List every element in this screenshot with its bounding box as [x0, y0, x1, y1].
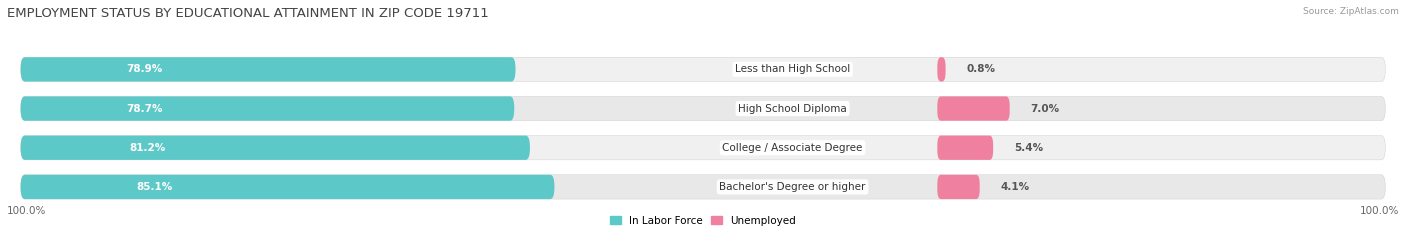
Text: 7.0%: 7.0% [1031, 103, 1060, 113]
Text: College / Associate Degree: College / Associate Degree [723, 143, 863, 153]
FancyBboxPatch shape [938, 175, 980, 199]
FancyBboxPatch shape [21, 175, 554, 199]
Text: Bachelor's Degree or higher: Bachelor's Degree or higher [720, 182, 866, 192]
FancyBboxPatch shape [21, 96, 515, 121]
Text: Less than High School: Less than High School [735, 64, 851, 74]
Text: 78.7%: 78.7% [125, 103, 162, 113]
Text: 85.1%: 85.1% [136, 182, 173, 192]
Text: 81.2%: 81.2% [129, 143, 166, 153]
FancyBboxPatch shape [21, 57, 1385, 82]
Text: 100.0%: 100.0% [7, 206, 46, 216]
FancyBboxPatch shape [21, 136, 530, 160]
Text: Source: ZipAtlas.com: Source: ZipAtlas.com [1303, 7, 1399, 16]
FancyBboxPatch shape [21, 175, 1385, 199]
Text: 5.4%: 5.4% [1014, 143, 1043, 153]
FancyBboxPatch shape [938, 57, 946, 82]
Text: 78.9%: 78.9% [127, 64, 163, 74]
FancyBboxPatch shape [21, 136, 1385, 160]
FancyBboxPatch shape [21, 57, 516, 82]
Text: High School Diploma: High School Diploma [738, 103, 846, 113]
Text: EMPLOYMENT STATUS BY EDUCATIONAL ATTAINMENT IN ZIP CODE 19711: EMPLOYMENT STATUS BY EDUCATIONAL ATTAINM… [7, 7, 489, 20]
Text: 100.0%: 100.0% [1360, 206, 1399, 216]
Text: 0.8%: 0.8% [966, 64, 995, 74]
FancyBboxPatch shape [938, 96, 1010, 121]
FancyBboxPatch shape [938, 136, 993, 160]
Legend: In Labor Force, Unemployed: In Labor Force, Unemployed [606, 212, 800, 230]
Text: 4.1%: 4.1% [1001, 182, 1029, 192]
FancyBboxPatch shape [21, 96, 1385, 121]
